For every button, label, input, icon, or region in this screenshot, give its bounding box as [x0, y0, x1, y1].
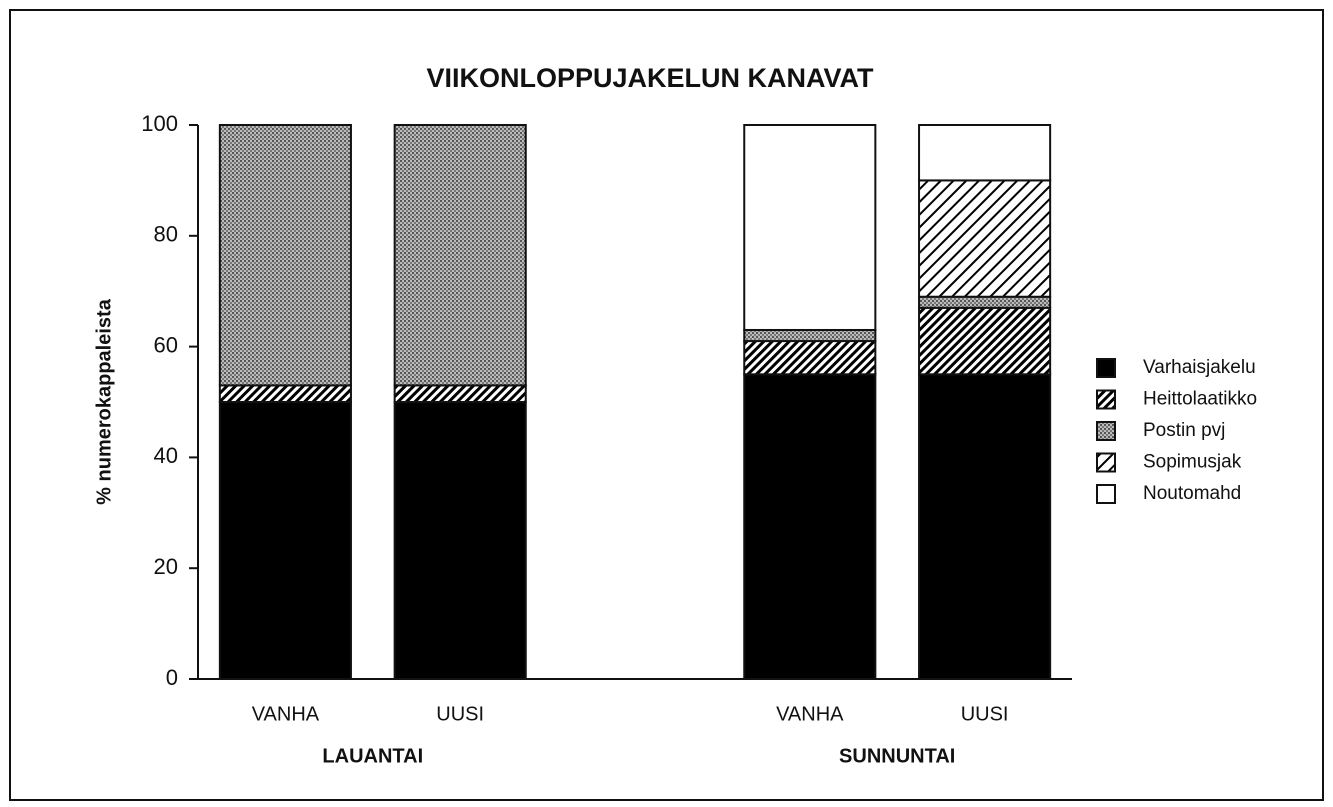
bar-segment [393, 124, 527, 387]
bar-segment [743, 373, 877, 680]
y-tick-label: 80 [154, 222, 178, 247]
bar-segment [218, 384, 352, 404]
bar-segment [918, 295, 1052, 309]
y-tick-label: 0 [166, 665, 178, 690]
y-tick-label: 100 [141, 111, 178, 136]
bar-segment [393, 401, 527, 680]
x-tick-label: UUSI [436, 703, 484, 725]
group-label: LAUANTAI [322, 745, 423, 767]
bar-segment [918, 306, 1052, 376]
y-tick-label: 20 [154, 554, 178, 579]
legend-label: Sopimusjak [1143, 452, 1242, 473]
bar-segment [743, 328, 877, 343]
bar-segment [743, 124, 877, 331]
legend-label: Postin pvj [1143, 420, 1225, 441]
x-tick-label: UUSI [961, 703, 1009, 725]
bar-segment [743, 340, 877, 376]
frame [9, 9, 1324, 801]
legend-swatch [1096, 358, 1116, 378]
legend-swatch [1096, 452, 1116, 473]
y-axis-label: % numerokappaleista [93, 298, 115, 505]
x-tick-label: VANHA [776, 703, 844, 725]
bar-segment [918, 373, 1052, 680]
legend-label: Noutomahd [1143, 483, 1241, 504]
legend-label: Heittolaatikko [1143, 389, 1257, 410]
bar-segment [393, 384, 527, 404]
legend-label: Varhaisjakelu [1143, 357, 1256, 378]
y-tick-label: 60 [154, 332, 178, 357]
legend-swatch [1096, 484, 1116, 504]
bar-segment [218, 401, 352, 680]
group-label: SUNNUNTAI [839, 745, 955, 767]
legend-swatch [1096, 421, 1116, 441]
legend-swatch [1096, 389, 1116, 410]
y-tick-label: 40 [154, 443, 178, 468]
bar-segment [918, 179, 1052, 298]
bar-segment [218, 124, 352, 387]
chart-title: VIIKONLOPPUJAKELUN KANAVAT [426, 63, 874, 93]
bar-segment [918, 124, 1052, 182]
x-tick-label: VANHA [252, 703, 320, 725]
